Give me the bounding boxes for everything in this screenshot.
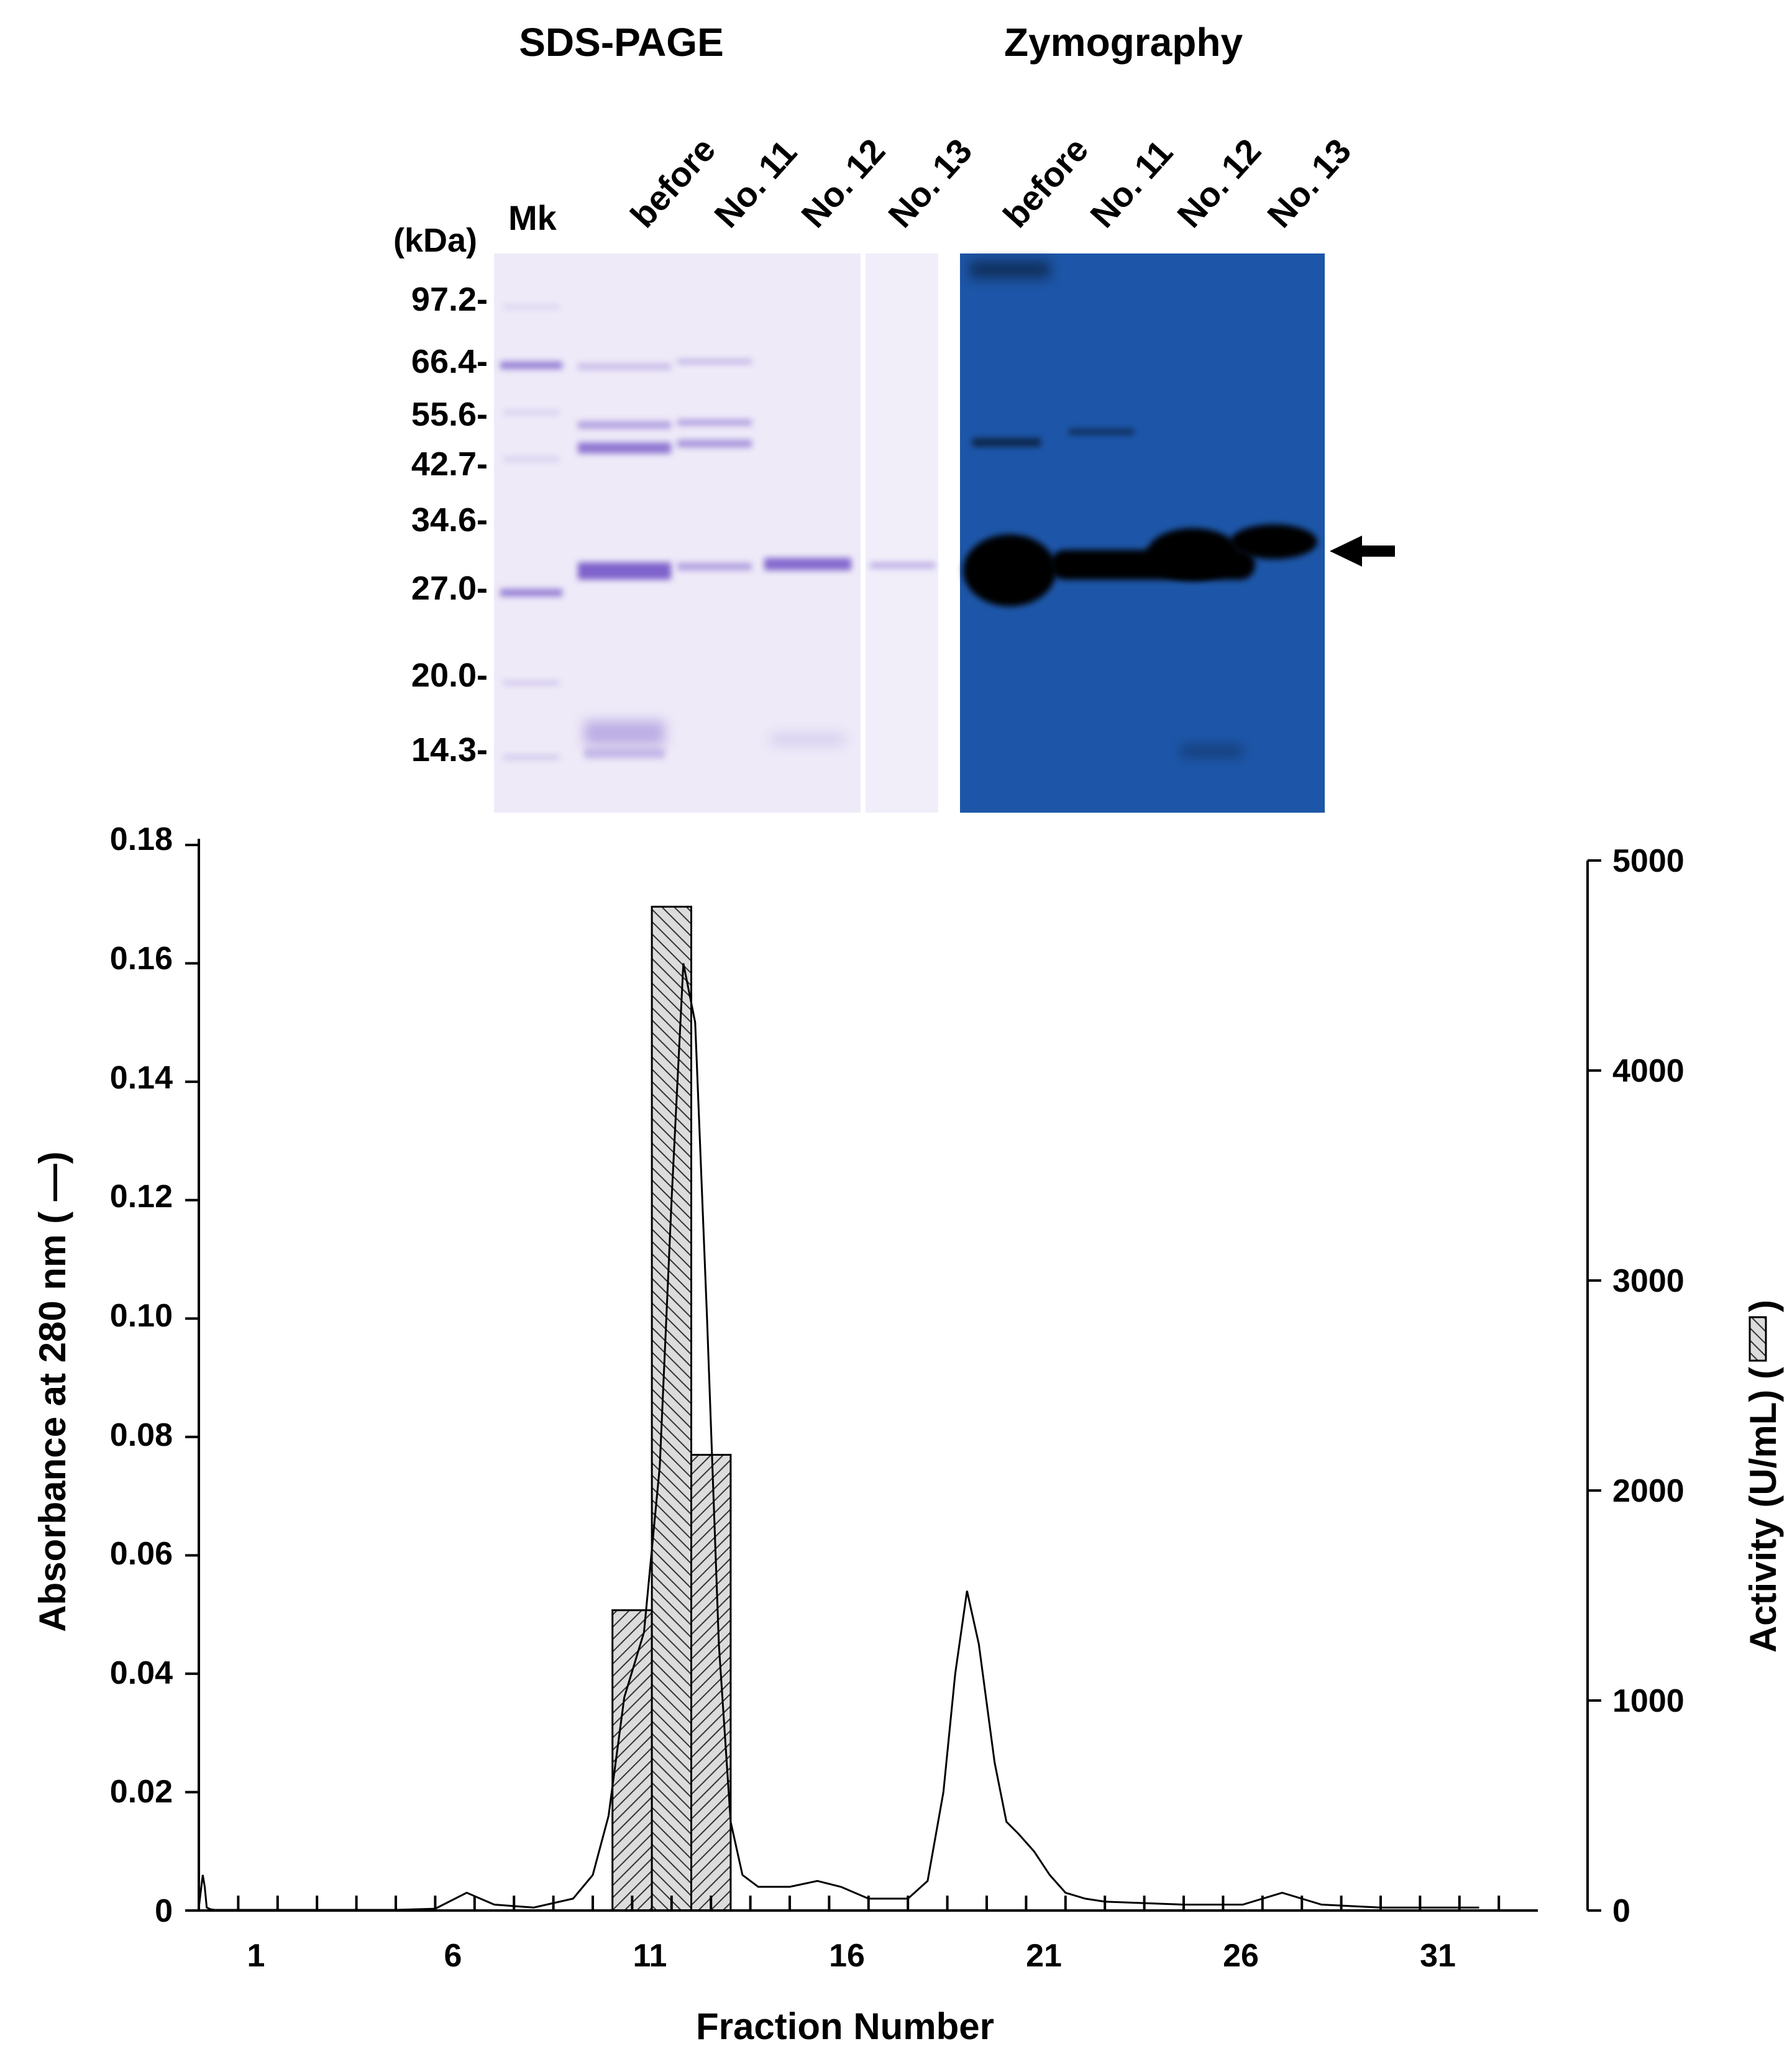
zymo-gel-bands xyxy=(963,261,1317,757)
gel-band xyxy=(584,749,665,759)
x-tick-label: 26 xyxy=(1223,1938,1259,1974)
y-right-axis-title-text: Activity (U/mL) ( xyxy=(1742,1367,1784,1653)
y-left-tick-label: 0.10 xyxy=(110,1298,173,1334)
mw-marker-label: 97.2- xyxy=(411,281,488,318)
gel-band xyxy=(500,362,562,369)
gel-band xyxy=(503,457,559,462)
y-right-axis-title-close: ) xyxy=(1742,1300,1784,1312)
zymo-band xyxy=(1069,429,1134,435)
gel-band xyxy=(503,410,559,415)
mw-marker-label: 66.4- xyxy=(411,343,488,380)
y-left-tick-label: 0.06 xyxy=(110,1536,173,1572)
mw-unit-label: (kDa) xyxy=(393,222,477,259)
y-right-tick-label: 1000 xyxy=(1612,1683,1685,1719)
x-tick-label: 6 xyxy=(444,1938,462,1974)
x-tick-label: 16 xyxy=(829,1938,865,1974)
gel-band xyxy=(770,733,845,746)
sds-gel-background xyxy=(866,253,938,813)
gel-band xyxy=(677,359,752,364)
gel-band xyxy=(870,562,935,568)
y-left-tick-label: 0.02 xyxy=(110,1774,173,1810)
zymo-lane-labels: before No. 11 No. 12 No. 13 xyxy=(995,130,1358,235)
zymo-lane-label: No. 11 xyxy=(1082,132,1180,235)
x-tick-label: 21 xyxy=(1026,1938,1062,1974)
sds-gel-background xyxy=(494,253,861,813)
sds-lane-label: No. 11 xyxy=(706,132,804,235)
mw-marker-label: 27.0- xyxy=(411,570,488,607)
gel-band xyxy=(578,363,671,370)
absorbance-line xyxy=(198,963,1479,1911)
mw-marker-label: 20.0- xyxy=(411,657,488,694)
activity-bar xyxy=(690,1454,732,1912)
sds-gel-bands xyxy=(500,304,935,760)
gel-band xyxy=(503,680,559,685)
y-right-tick-label: 4000 xyxy=(1612,1053,1685,1089)
zymo-lane-label: No. 13 xyxy=(1259,131,1358,235)
mw-marker-label: 34.6- xyxy=(411,501,488,539)
y-right-tick-label: 5000 xyxy=(1612,843,1685,879)
gel-band xyxy=(578,421,671,429)
y-right-axis-title: Activity (U/mL) ( ) xyxy=(1742,1300,1784,1653)
y-right-tick-label: 0 xyxy=(1612,1893,1630,1929)
hatched-legend-icon xyxy=(1749,1316,1767,1362)
zymo-band xyxy=(972,438,1041,447)
zymo-band xyxy=(1181,746,1243,757)
y-right-tick-label: 2000 xyxy=(1612,1473,1685,1509)
x-tick-label: 1 xyxy=(247,1938,265,1974)
x-tick-label: 31 xyxy=(1420,1938,1456,1974)
zymography-title: Zymography xyxy=(1004,20,1243,65)
gel-band xyxy=(500,589,562,596)
zymo-lane-label: before xyxy=(995,130,1095,235)
arrow-left-icon xyxy=(1330,536,1395,567)
sds-lane-label: before xyxy=(623,130,723,235)
x-tick-labels: 1 6 11 16 21 26 31 xyxy=(247,1938,1456,1974)
y-right-tick-label: 3000 xyxy=(1612,1263,1685,1299)
mw-marker-labels: 97.2- 66.4- 55.6- 42.7- 34.6- 27.0- 20.0… xyxy=(411,281,488,769)
chart: 1 6 11 16 21 26 31 0 0.02 0.04 0.06 0.08… xyxy=(32,821,1784,2047)
sds-lane-label: No. 13 xyxy=(880,131,979,235)
y-left-tick-label: 0.12 xyxy=(110,1179,173,1215)
y-left-tick-label: 0 xyxy=(155,1893,173,1929)
gel-band xyxy=(677,440,752,447)
zymo-band xyxy=(1230,524,1317,559)
y-left-tick-label: 0.14 xyxy=(110,1060,173,1096)
sds-lane-labels: before No. 11 No. 12 No. 13 xyxy=(623,130,979,235)
activity-bar xyxy=(651,905,692,1912)
y-left-tick-label: 0.18 xyxy=(110,821,173,857)
gel-band xyxy=(677,419,752,426)
y-left-ticks xyxy=(185,844,199,1912)
zymography-gel xyxy=(960,253,1325,813)
activity-bar xyxy=(611,1609,653,1912)
x-tick-label: 11 xyxy=(633,1938,667,1974)
sds-page-gel xyxy=(494,253,938,813)
gel-band xyxy=(584,721,665,746)
y-left-axis-title: Absorbance at 280 nm ( —) xyxy=(32,1151,73,1632)
gel-band xyxy=(578,562,671,580)
y-right-tick-labels: 0 1000 2000 3000 4000 5000 xyxy=(1612,843,1685,1929)
x-axis-title: Fraction Number xyxy=(696,2006,994,2047)
gel-band xyxy=(578,442,671,454)
zymo-lane-label: No. 12 xyxy=(1169,131,1268,235)
gel-band xyxy=(677,563,752,570)
y-right-ticks xyxy=(1588,859,1601,1912)
gel-band xyxy=(764,558,851,570)
sds-lane-label: No. 12 xyxy=(793,131,892,235)
y-left-tick-labels: 0 0.02 0.04 0.06 0.08 0.10 0.12 0.14 0.1… xyxy=(110,821,173,1929)
sds-page-title: SDS-PAGE xyxy=(519,20,724,65)
activity-bars xyxy=(611,905,732,1912)
gel-band xyxy=(503,304,559,309)
zymo-band xyxy=(963,534,1056,606)
y-left-tick-label: 0.08 xyxy=(110,1417,173,1453)
gel-band xyxy=(503,755,559,760)
zymo-band xyxy=(1146,528,1240,580)
y-left-tick-label: 0.04 xyxy=(110,1655,173,1691)
lane-label-marker: Mk xyxy=(508,198,557,237)
mw-marker-label: 42.7- xyxy=(411,445,488,483)
mw-marker-label: 55.6- xyxy=(411,396,488,433)
x-ticks xyxy=(237,1896,1501,1911)
zymo-band xyxy=(969,261,1050,278)
mw-marker-label: 14.3- xyxy=(411,731,488,769)
y-left-tick-label: 0.16 xyxy=(110,941,173,977)
